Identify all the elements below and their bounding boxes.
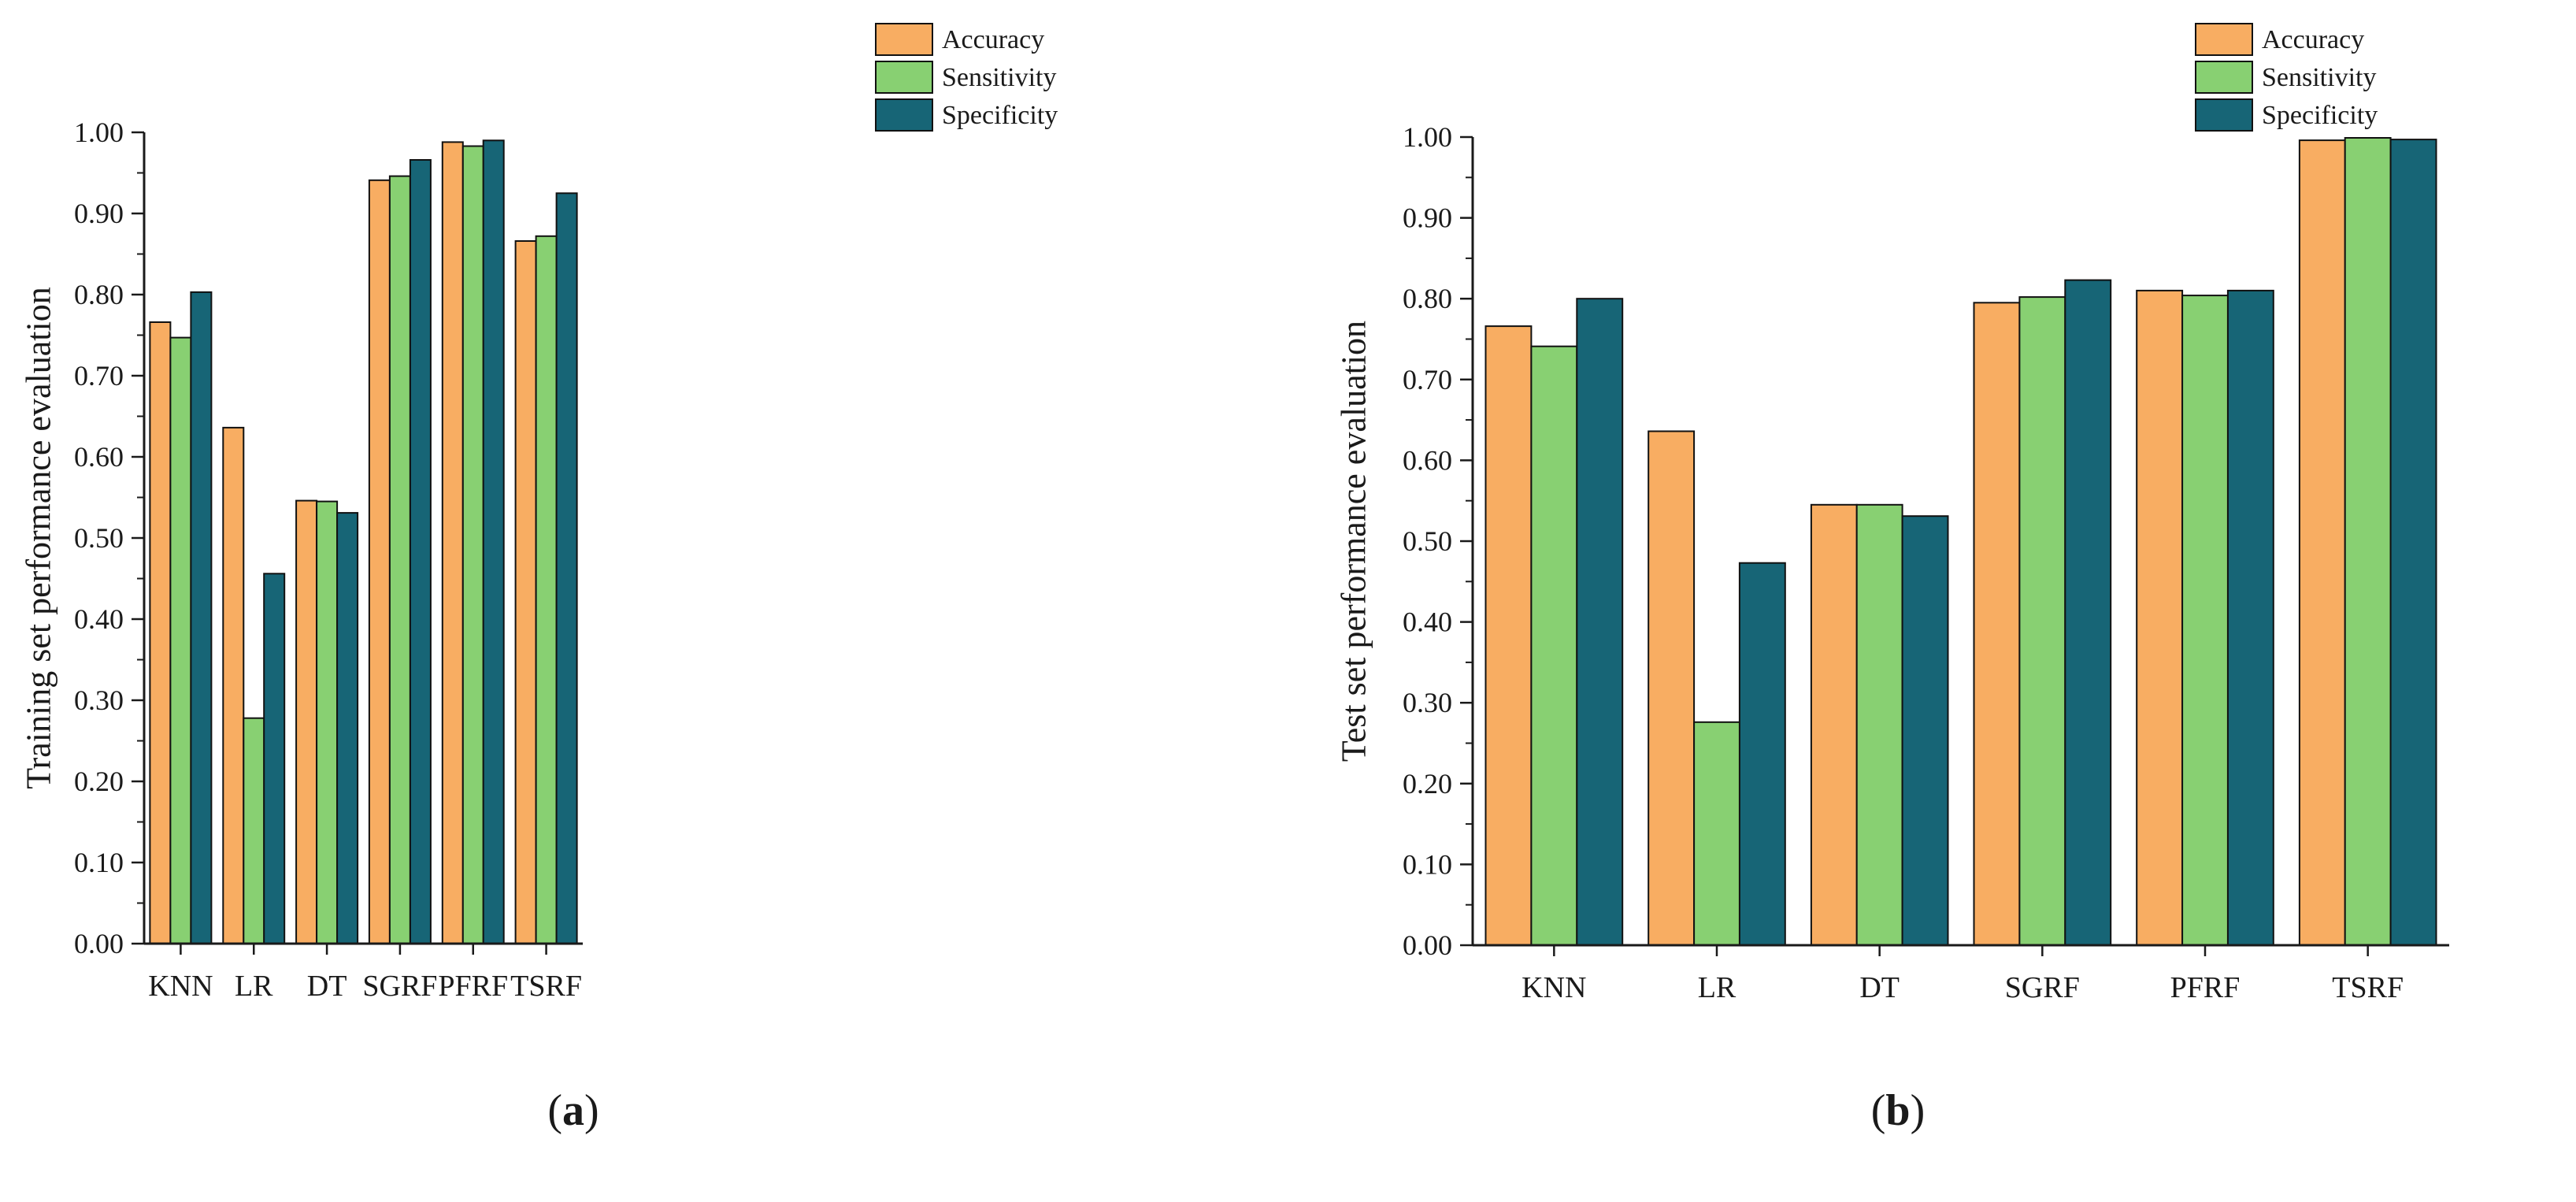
chart-a-bar-tsrf-specificity [555, 192, 578, 945]
chart-b-legend-label-sensitivity: Sensitivity [2262, 63, 2376, 92]
chart-b-y-tick-label: 1.00 [1403, 121, 1452, 153]
chart-a-x-tick-label: PFRF [438, 970, 508, 1003]
chart-b-bar-pfrf-sensitivity [2181, 295, 2229, 947]
chart-a-legend-swatch-sensitivity [875, 61, 933, 94]
chart-b-bar-lr-accuracy [1648, 430, 1696, 946]
chart-a-bar-sgrf-accuracy [368, 179, 391, 945]
chart-a-bar-sgrf-specificity [409, 159, 432, 944]
chart-a-bar-dt-accuracy [295, 499, 318, 944]
chart-a-bar-lr-specificity [263, 573, 286, 944]
chart-b-bar-knn-sensitivity [1530, 345, 1578, 946]
chart-a-y-axis-title: Training set performance evaluation [19, 287, 57, 788]
chart-b-y-tick-label: 0.80 [1403, 283, 1452, 314]
chart-b-bar-sgrf-accuracy [1973, 302, 2021, 946]
chart-b-bar-dt-sensitivity [1855, 503, 1903, 946]
chart-a-panel-label: (a) [547, 1086, 599, 1135]
chart-a-y-tick-label: 0.10 [74, 847, 124, 878]
chart-b-y-tick-label: 0.00 [1403, 929, 1452, 961]
chart-b-y-tick-label: 0.90 [1403, 202, 1452, 234]
chart-b-bar-dt-accuracy [1810, 503, 1858, 946]
chart-b-bar-sgrf-specificity [2064, 279, 2112, 947]
chart-b-bar-pfrf-specificity [2226, 289, 2274, 946]
chart-b-y-tick-label: 0.10 [1403, 848, 1452, 880]
chart-b-y-axis-title: Test set performance evaluation [1334, 321, 1373, 762]
chart-b-bar-lr-sensitivity [1693, 721, 1741, 946]
chart-a-legend-swatch-accuracy [875, 23, 933, 56]
chart-a-bar-knn-accuracy [149, 321, 172, 944]
chart-a-legend-label-specificity: Specificity [942, 101, 1058, 130]
chart-a-legend-label-accuracy: Accuracy [942, 25, 1044, 54]
chart-a-bar-lr-accuracy [222, 426, 245, 944]
chart-a-bar-lr-sensitivity [243, 717, 265, 944]
chart-a-bar-knn-sensitivity [169, 336, 192, 945]
chart-a-x-tick-label: KNN [148, 970, 213, 1003]
chart-b-panel-label: (b) [1871, 1086, 1925, 1135]
chart-a-y-tick-label: 0.70 [74, 360, 124, 391]
chart-a-bar-dt-sensitivity [316, 500, 339, 944]
chart-a-y-tick-label: 1.00 [74, 117, 124, 148]
chart-a-y-tick-label: 0.60 [74, 441, 124, 473]
chart-b-legend-swatch-sensitivity [2195, 61, 2253, 94]
chart-b-y-tick-label: 0.60 [1403, 444, 1452, 476]
chart-b-bar-pfrf-accuracy [2136, 289, 2184, 946]
chart-b-bar-knn-specificity [1576, 298, 1624, 946]
chart-a-bar-pfrf-accuracy [441, 141, 464, 944]
chart-a-y-tick-label: 0.80 [74, 279, 124, 310]
chart-b-x-tick-label: SGRF [2005, 971, 2080, 1004]
chart-a: KNN LR DT SGRF PFRF TSRF 0.00 0.10 0.20 0.30 0.40 0… [19, 23, 1058, 1135]
chart-b-x-tick-label: DT [1859, 971, 1900, 1004]
chart-b-x-tick-label: PFRF [2170, 971, 2241, 1004]
chart-b-y-tick-label: 0.70 [1403, 364, 1452, 395]
chart-b-bar-knn-accuracy [1484, 325, 1533, 947]
chart-a-x-tick-label: TSRF [510, 970, 582, 1003]
chart-b-legend: Accuracy Sensitivity Specificity [2195, 23, 2378, 132]
chart-a-legend-swatch-specificity [875, 98, 933, 132]
chart-a-bar-pfrf-sensitivity [461, 145, 484, 944]
chart-b-legend-label-specificity: Specificity [2262, 101, 2378, 130]
chart-a-y-tick-label: 0.20 [74, 766, 124, 797]
chart-b-bar-tsrf-accuracy [2298, 139, 2346, 947]
chart-a-y-tick-label: 0.50 [74, 522, 124, 554]
chart-a-bar-sgrf-sensitivity [388, 175, 411, 945]
chart-a-y-tick-label: 0.00 [74, 928, 124, 959]
chart-b-y-tick-label: 0.30 [1403, 687, 1452, 718]
chart-b-bar-dt-specificity [1901, 515, 1949, 946]
chart-b-y-tick-label: 0.20 [1403, 768, 1452, 799]
chart-b-legend-swatch-accuracy [2195, 23, 2253, 56]
chart-b-bar-sgrf-sensitivity [2018, 296, 2066, 947]
chart-a-y-tick-label: 0.30 [74, 684, 124, 716]
chart-a-y-tick-label: 0.90 [74, 198, 124, 229]
chart-a-bar-knn-specificity [190, 291, 213, 944]
chart-b-y-tick-label: 0.40 [1403, 607, 1452, 638]
chart-b-bar-tsrf-sensitivity [2344, 137, 2392, 946]
chart-a-bar-tsrf-accuracy [514, 240, 537, 944]
chart-b-x-tick-label: KNN [1522, 971, 1586, 1004]
chart-b-legend-label-accuracy: Accuracy [2262, 25, 2364, 54]
chart-a-y-tick-label: 0.40 [74, 603, 124, 635]
chart-b-bar-tsrf-specificity [2389, 139, 2437, 947]
chart-b-x-tick-label: TSRF [2332, 971, 2404, 1004]
chart-b: KNN LR DT SGRF PFRF TSRF 0.00 0.10 0.20 0.30 0.40 0… [1334, 23, 2449, 1135]
chart-b-bar-lr-specificity [1738, 562, 1786, 946]
chart-a-bar-tsrf-sensitivity [535, 235, 558, 944]
chart-a-x-tick-label: DT [307, 970, 347, 1003]
chart-a-x-tick-label: SGRF [362, 970, 437, 1003]
chart-b-legend-swatch-specificity [2195, 98, 2253, 132]
chart-a-bar-pfrf-specificity [482, 139, 505, 945]
chart-a-legend-label-sensitivity: Sensitivity [942, 63, 1056, 92]
chart-a-x-tick-label: LR [235, 970, 273, 1003]
chart-a-bar-dt-specificity [336, 512, 359, 944]
chart-a-legend: Accuracy Sensitivity Specificity [875, 23, 1058, 132]
chart-b-y-tick-label: 0.50 [1403, 525, 1452, 557]
chart-b-x-tick-label: LR [1698, 971, 1736, 1004]
